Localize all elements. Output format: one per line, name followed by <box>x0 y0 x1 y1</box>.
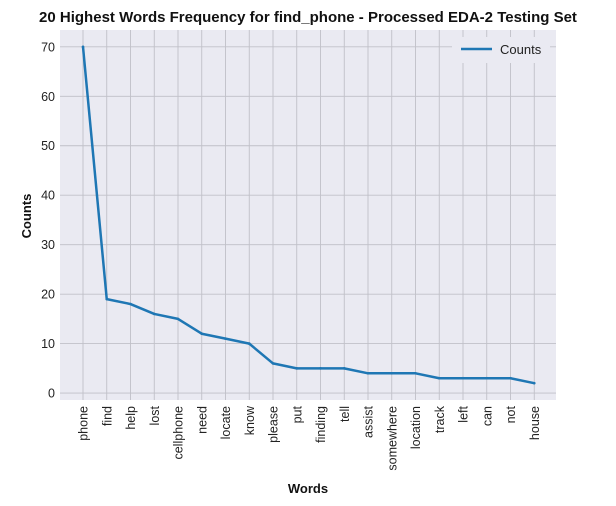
data-point <box>390 371 394 375</box>
x-axis-title: Words <box>288 481 328 496</box>
x-tick-label: tell <box>338 406 352 422</box>
data-point <box>319 367 322 370</box>
x-tick-label: know <box>243 405 257 435</box>
data-point <box>414 371 417 375</box>
series-line-counts <box>81 45 536 385</box>
y-axis-title: Counts <box>19 194 34 239</box>
x-tick-label: can <box>480 406 494 426</box>
chart-title: 20 Highest Words Frequency for find_phon… <box>39 9 577 26</box>
data-point <box>437 376 441 380</box>
data-point <box>105 297 109 301</box>
x-tick-label: location <box>409 406 423 449</box>
x-tick-label: house <box>528 406 542 440</box>
grid-lines <box>60 30 556 400</box>
y-tick-label: 30 <box>41 238 55 252</box>
x-tick-label: somewhere <box>385 406 399 471</box>
series-layer <box>81 45 536 385</box>
x-tick-label: phone <box>77 406 91 441</box>
x-tick-label: please <box>267 406 281 443</box>
x-tick-label: help <box>124 406 138 430</box>
legend: Counts <box>452 37 550 63</box>
data-point <box>176 317 180 321</box>
data-point <box>129 302 132 306</box>
data-point <box>342 367 346 370</box>
x-tick-label: find <box>100 406 114 426</box>
x-tick-label: not <box>504 405 518 423</box>
y-tick-label: 0 <box>48 387 55 401</box>
y-tick-label: 50 <box>41 139 55 153</box>
data-point <box>81 45 85 49</box>
y-tick-label: 40 <box>41 189 55 203</box>
data-point <box>271 362 275 365</box>
data-point <box>200 332 204 336</box>
data-point <box>152 312 156 316</box>
data-point <box>224 337 227 340</box>
data-point <box>485 376 489 380</box>
x-tick-label: locate <box>219 406 233 439</box>
data-point <box>532 381 536 385</box>
x-tick-label: need <box>195 406 209 434</box>
legend-label: Counts <box>500 42 542 57</box>
x-tick-label: lost <box>148 405 162 425</box>
plot-area <box>60 30 556 400</box>
x-axis-ticks: phone find help lost cellphone need locate know… <box>77 405 542 471</box>
x-tick-label: cellphone <box>172 406 186 460</box>
x-tick-label: assist <box>362 405 376 437</box>
y-tick-label: 20 <box>41 288 55 302</box>
data-point <box>461 376 465 380</box>
y-tick-label: 10 <box>41 337 55 351</box>
x-tick-label: left <box>457 405 471 422</box>
data-point <box>509 376 512 380</box>
x-tick-label: finding <box>314 406 328 443</box>
data-point <box>366 371 370 375</box>
x-tick-label: track <box>433 405 447 433</box>
y-axis-ticks: 0 10 20 30 40 50 60 70 <box>41 40 55 400</box>
data-point <box>247 342 251 345</box>
y-tick-label: 60 <box>41 90 55 104</box>
y-tick-label: 70 <box>41 40 55 54</box>
data-point <box>295 367 299 370</box>
x-tick-label: put <box>290 405 304 423</box>
